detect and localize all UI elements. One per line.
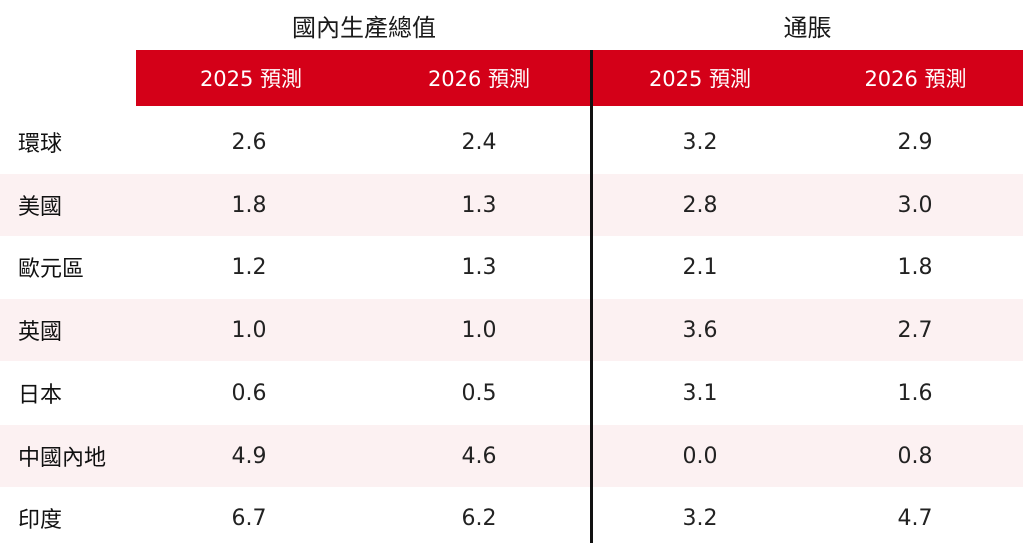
row-label: 環球 (18, 132, 63, 157)
group-separator (590, 50, 593, 543)
table-cell: 2.8 (682, 192, 718, 218)
row-label: 印度 (18, 508, 63, 533)
table-cell: 1.0 (461, 317, 497, 343)
row-label: 日本 (18, 383, 63, 408)
column-header-inflation-2026: 2026 預測 (864, 67, 967, 91)
group-header-gdp: 國內生產總值 (292, 13, 436, 42)
table-cell: 6.2 (461, 505, 497, 531)
table-cell: 4.6 (461, 443, 497, 469)
row-label: 美國 (18, 195, 63, 220)
table-cell: 2.7 (897, 317, 933, 343)
row-label: 歐元區 (18, 257, 85, 282)
column-header-bar (136, 50, 1023, 106)
table-row (0, 299, 1023, 361)
table-cell: 1.8 (897, 254, 933, 280)
table-cell: 0.0 (682, 443, 718, 469)
table-cell: 1.6 (897, 380, 933, 406)
table-cell: 4.7 (897, 505, 933, 531)
column-header-inflation-2025: 2025 預測 (648, 67, 752, 91)
table-cell: 4.9 (231, 443, 267, 469)
table-cell: 1.8 (231, 192, 267, 218)
table-cell: 3.0 (897, 192, 933, 218)
table-cell: 0.5 (461, 380, 497, 406)
table-cell: 3.1 (682, 380, 718, 406)
column-header-gdp-2026: 2026 預測 (427, 67, 531, 91)
table-cell: 2.4 (461, 129, 497, 155)
table-cell: 3.2 (682, 505, 718, 531)
row-label: 中國內地 (18, 446, 107, 471)
table-cell: 1.3 (461, 192, 497, 218)
table-cell: 2.1 (682, 254, 718, 280)
table-row (0, 425, 1023, 487)
table-row (0, 174, 1023, 236)
group-header-inflation: 通脹 (783, 13, 832, 42)
table-cell: 1.3 (461, 254, 497, 280)
table-cell: 1.0 (231, 317, 267, 343)
table-cell: 2.9 (897, 129, 933, 155)
table-cell: 6.7 (231, 505, 267, 531)
table-cell: 3.2 (682, 129, 718, 155)
table-cell: 0.8 (897, 443, 933, 469)
column-header-gdp-2025: 2025 預測 (199, 67, 303, 91)
table-cell: 3.6 (682, 317, 718, 343)
table-cell: 2.6 (231, 129, 267, 155)
table-cell: 0.6 (231, 380, 267, 406)
table-cell: 1.2 (231, 254, 267, 280)
row-label: 英國 (18, 320, 63, 345)
